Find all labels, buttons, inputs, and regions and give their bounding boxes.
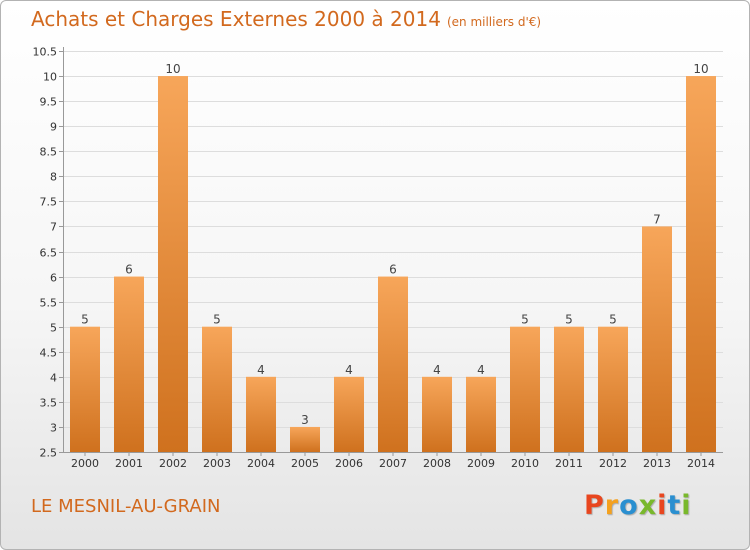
x-tick-label: 2005 <box>291 457 319 470</box>
x-tick-label: 2002 <box>159 457 187 470</box>
bar-value-label: 6 <box>389 263 397 277</box>
y-tick-label: 5 <box>50 322 57 335</box>
y-tick-label: 3.5 <box>40 397 58 410</box>
bar-value-label: 5 <box>81 313 89 327</box>
x-tick-label: 2009 <box>467 457 495 470</box>
bar <box>246 376 276 452</box>
bar <box>334 376 364 452</box>
y-tick-label: 6 <box>50 272 57 285</box>
y-tick-label: 7.5 <box>40 196 58 209</box>
bar-value-label: 4 <box>477 363 485 377</box>
logo-letter: o <box>619 490 639 521</box>
y-tick-label: 9.5 <box>40 96 58 109</box>
x-tick-label: 2004 <box>247 457 275 470</box>
bars: 5 6 10 5 4 3 4 6 4 4 5 5 5 7 10 <box>70 62 716 452</box>
logo-letter: x <box>638 490 658 521</box>
y-tick-label: 6.5 <box>40 247 58 260</box>
x-tick-label: 2008 <box>423 457 451 470</box>
chart-title: Achats et Charges Externes 2000 à 2014 (e… <box>31 7 541 31</box>
logo-letter: r <box>604 490 620 521</box>
logo-letter: P <box>584 490 605 521</box>
x-tick-label: 2010 <box>511 457 539 470</box>
y-tick-label: 10.5 <box>33 46 58 59</box>
bar-value-label: 4 <box>257 363 265 377</box>
bar <box>510 326 540 452</box>
bar-value-label: 10 <box>693 62 708 76</box>
y-tick-label: 10 <box>43 71 57 84</box>
bar-value-label: 3 <box>301 413 309 427</box>
bar-value-label: 5 <box>609 313 617 327</box>
chart-units: (en milliers d'€) <box>446 15 542 29</box>
bar <box>598 326 628 452</box>
x-tick-label: 2014 <box>687 457 715 470</box>
bar-value-label: 4 <box>345 363 353 377</box>
y-tick-label: 8.5 <box>40 146 58 159</box>
bar <box>114 276 144 452</box>
bar <box>202 326 232 452</box>
bar-value-label: 5 <box>521 313 529 327</box>
x-tick-label: 2003 <box>203 457 231 470</box>
bar-value-label: 7 <box>653 212 661 226</box>
bar <box>422 376 452 452</box>
bar-value-label: 4 <box>433 363 441 377</box>
bar <box>70 326 100 452</box>
y-tick-label: 7 <box>50 221 57 234</box>
bar <box>378 276 408 452</box>
proxiti-logo: Proxiti <box>584 490 692 521</box>
x-tick-label: 2013 <box>643 457 671 470</box>
y-tick-label: 8 <box>50 171 57 184</box>
bar <box>466 376 496 452</box>
y-tick-label: 2.5 <box>40 447 58 460</box>
logo-letter: t <box>667 490 682 521</box>
bar-value-label: 6 <box>125 263 133 277</box>
bar <box>686 76 716 452</box>
commune-name: LE MESNIL-AU-GRAIN <box>31 496 221 517</box>
chart-title-text: Achats et Charges Externes 2000 à 2014 <box>31 7 441 31</box>
x-tick-label: 2001 <box>115 457 143 470</box>
y-tick-label: 9 <box>50 121 57 134</box>
bar <box>290 426 320 452</box>
logo-letter: i <box>681 490 692 521</box>
bar-value-label: 10 <box>165 62 180 76</box>
y-tick-label: 5.5 <box>40 297 58 310</box>
bar <box>158 76 188 452</box>
bar <box>554 326 584 452</box>
x-tick-label: 2006 <box>335 457 363 470</box>
y-tick-label: 4 <box>50 372 57 385</box>
bar <box>642 226 672 452</box>
x-tick-label: 2012 <box>599 457 627 470</box>
bar-value-label: 5 <box>565 313 573 327</box>
y-tick-label: 3 <box>50 422 57 435</box>
x-tick-label: 2000 <box>71 457 99 470</box>
y-tick-label: 4.5 <box>40 347 58 360</box>
x-tick-label: 2007 <box>379 457 407 470</box>
axes: 2.5 3 3.5 4 4.5 5 5.5 6 6.5 7 7.5 8 8.5 9 9.5 10 10.5 200… <box>33 46 723 470</box>
logo-letter: i <box>657 490 668 521</box>
bar-value-label: 5 <box>213 313 221 327</box>
x-tick-label: 2011 <box>555 457 583 470</box>
